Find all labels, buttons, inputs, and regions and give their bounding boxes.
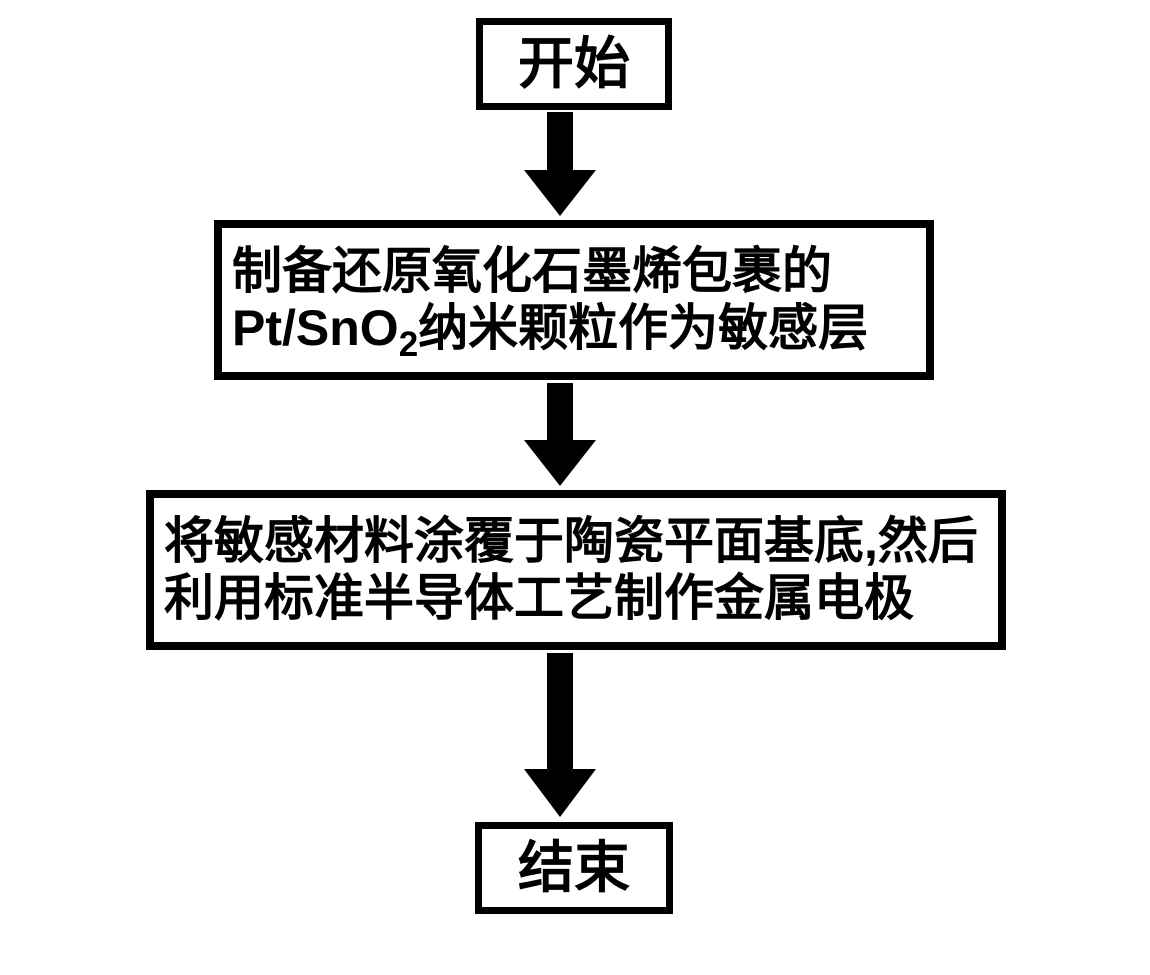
node-step1-label: 制备还原氧化石墨烯包裹的 Pt/SnO2纳米颗粒作为敏感层 bbox=[222, 243, 926, 358]
node-step2-label: 将敏感材料涂覆于陶瓷平面基底,然后利用标准半导体工艺制作金属电极 bbox=[154, 513, 998, 628]
step1-line2: Pt/SnO2纳米颗粒作为敏感层 bbox=[232, 300, 868, 356]
node-step1: 制备还原氧化石墨烯包裹的 Pt/SnO2纳米颗粒作为敏感层 bbox=[214, 220, 934, 380]
node-end: 结束 bbox=[475, 822, 673, 914]
flowchart-container: 开始 制备还原氧化石墨烯包裹的 Pt/SnO2纳米颗粒作为敏感层 将敏感材料涂覆… bbox=[0, 0, 1150, 975]
node-start: 开始 bbox=[476, 18, 672, 110]
node-end-label: 结束 bbox=[482, 836, 666, 900]
node-step2: 将敏感材料涂覆于陶瓷平面基底,然后利用标准半导体工艺制作金属电极 bbox=[146, 490, 1006, 650]
step1-line1: 制备还原氧化石墨烯包裹的 bbox=[232, 243, 832, 299]
node-start-label: 开始 bbox=[483, 32, 665, 96]
